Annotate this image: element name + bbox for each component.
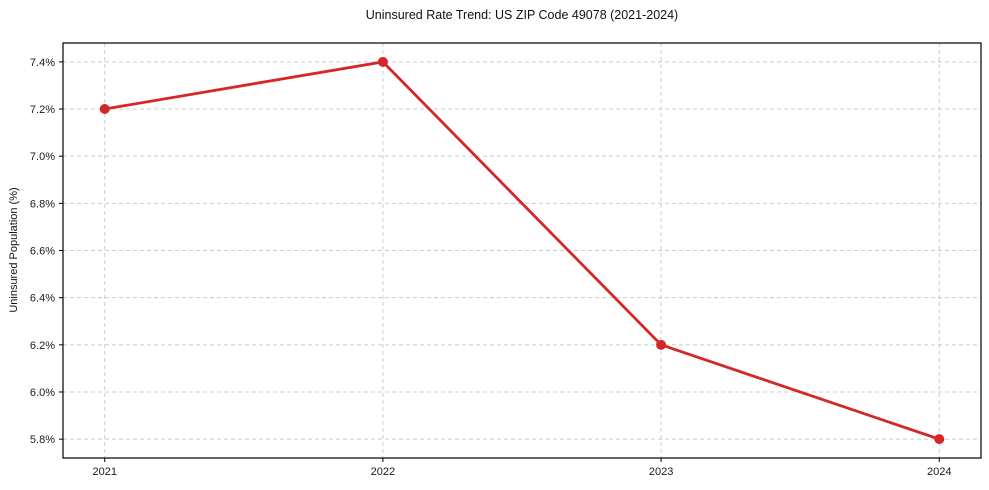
- data-point-marker: [656, 339, 667, 350]
- data-point-marker: [99, 104, 110, 115]
- x-tick-label: 2021: [92, 466, 116, 478]
- y-tick-label: 6.2%: [30, 340, 55, 352]
- data-point-marker: [377, 56, 388, 67]
- chart-title: Uninsured Rate Trend: US ZIP Code 49078 …: [365, 8, 679, 22]
- x-tick-label: 2024: [927, 466, 951, 478]
- x-tick-label: 2023: [649, 466, 673, 478]
- y-tick-label: 7.4%: [30, 57, 55, 69]
- y-tick-label: 6.0%: [30, 387, 55, 399]
- trend-line: [103, 60, 941, 441]
- data-point-marker: [934, 434, 945, 445]
- y-tick-label: 7.0%: [30, 151, 55, 163]
- y-tick-label: 7.2%: [30, 104, 55, 116]
- y-tick-label: 6.6%: [30, 246, 55, 258]
- x-tick-label: 2022: [371, 466, 395, 478]
- y-tick-label: 5.8%: [30, 434, 55, 446]
- y-tick-label: 6.4%: [30, 293, 55, 305]
- y-tick-label: 6.8%: [30, 198, 55, 210]
